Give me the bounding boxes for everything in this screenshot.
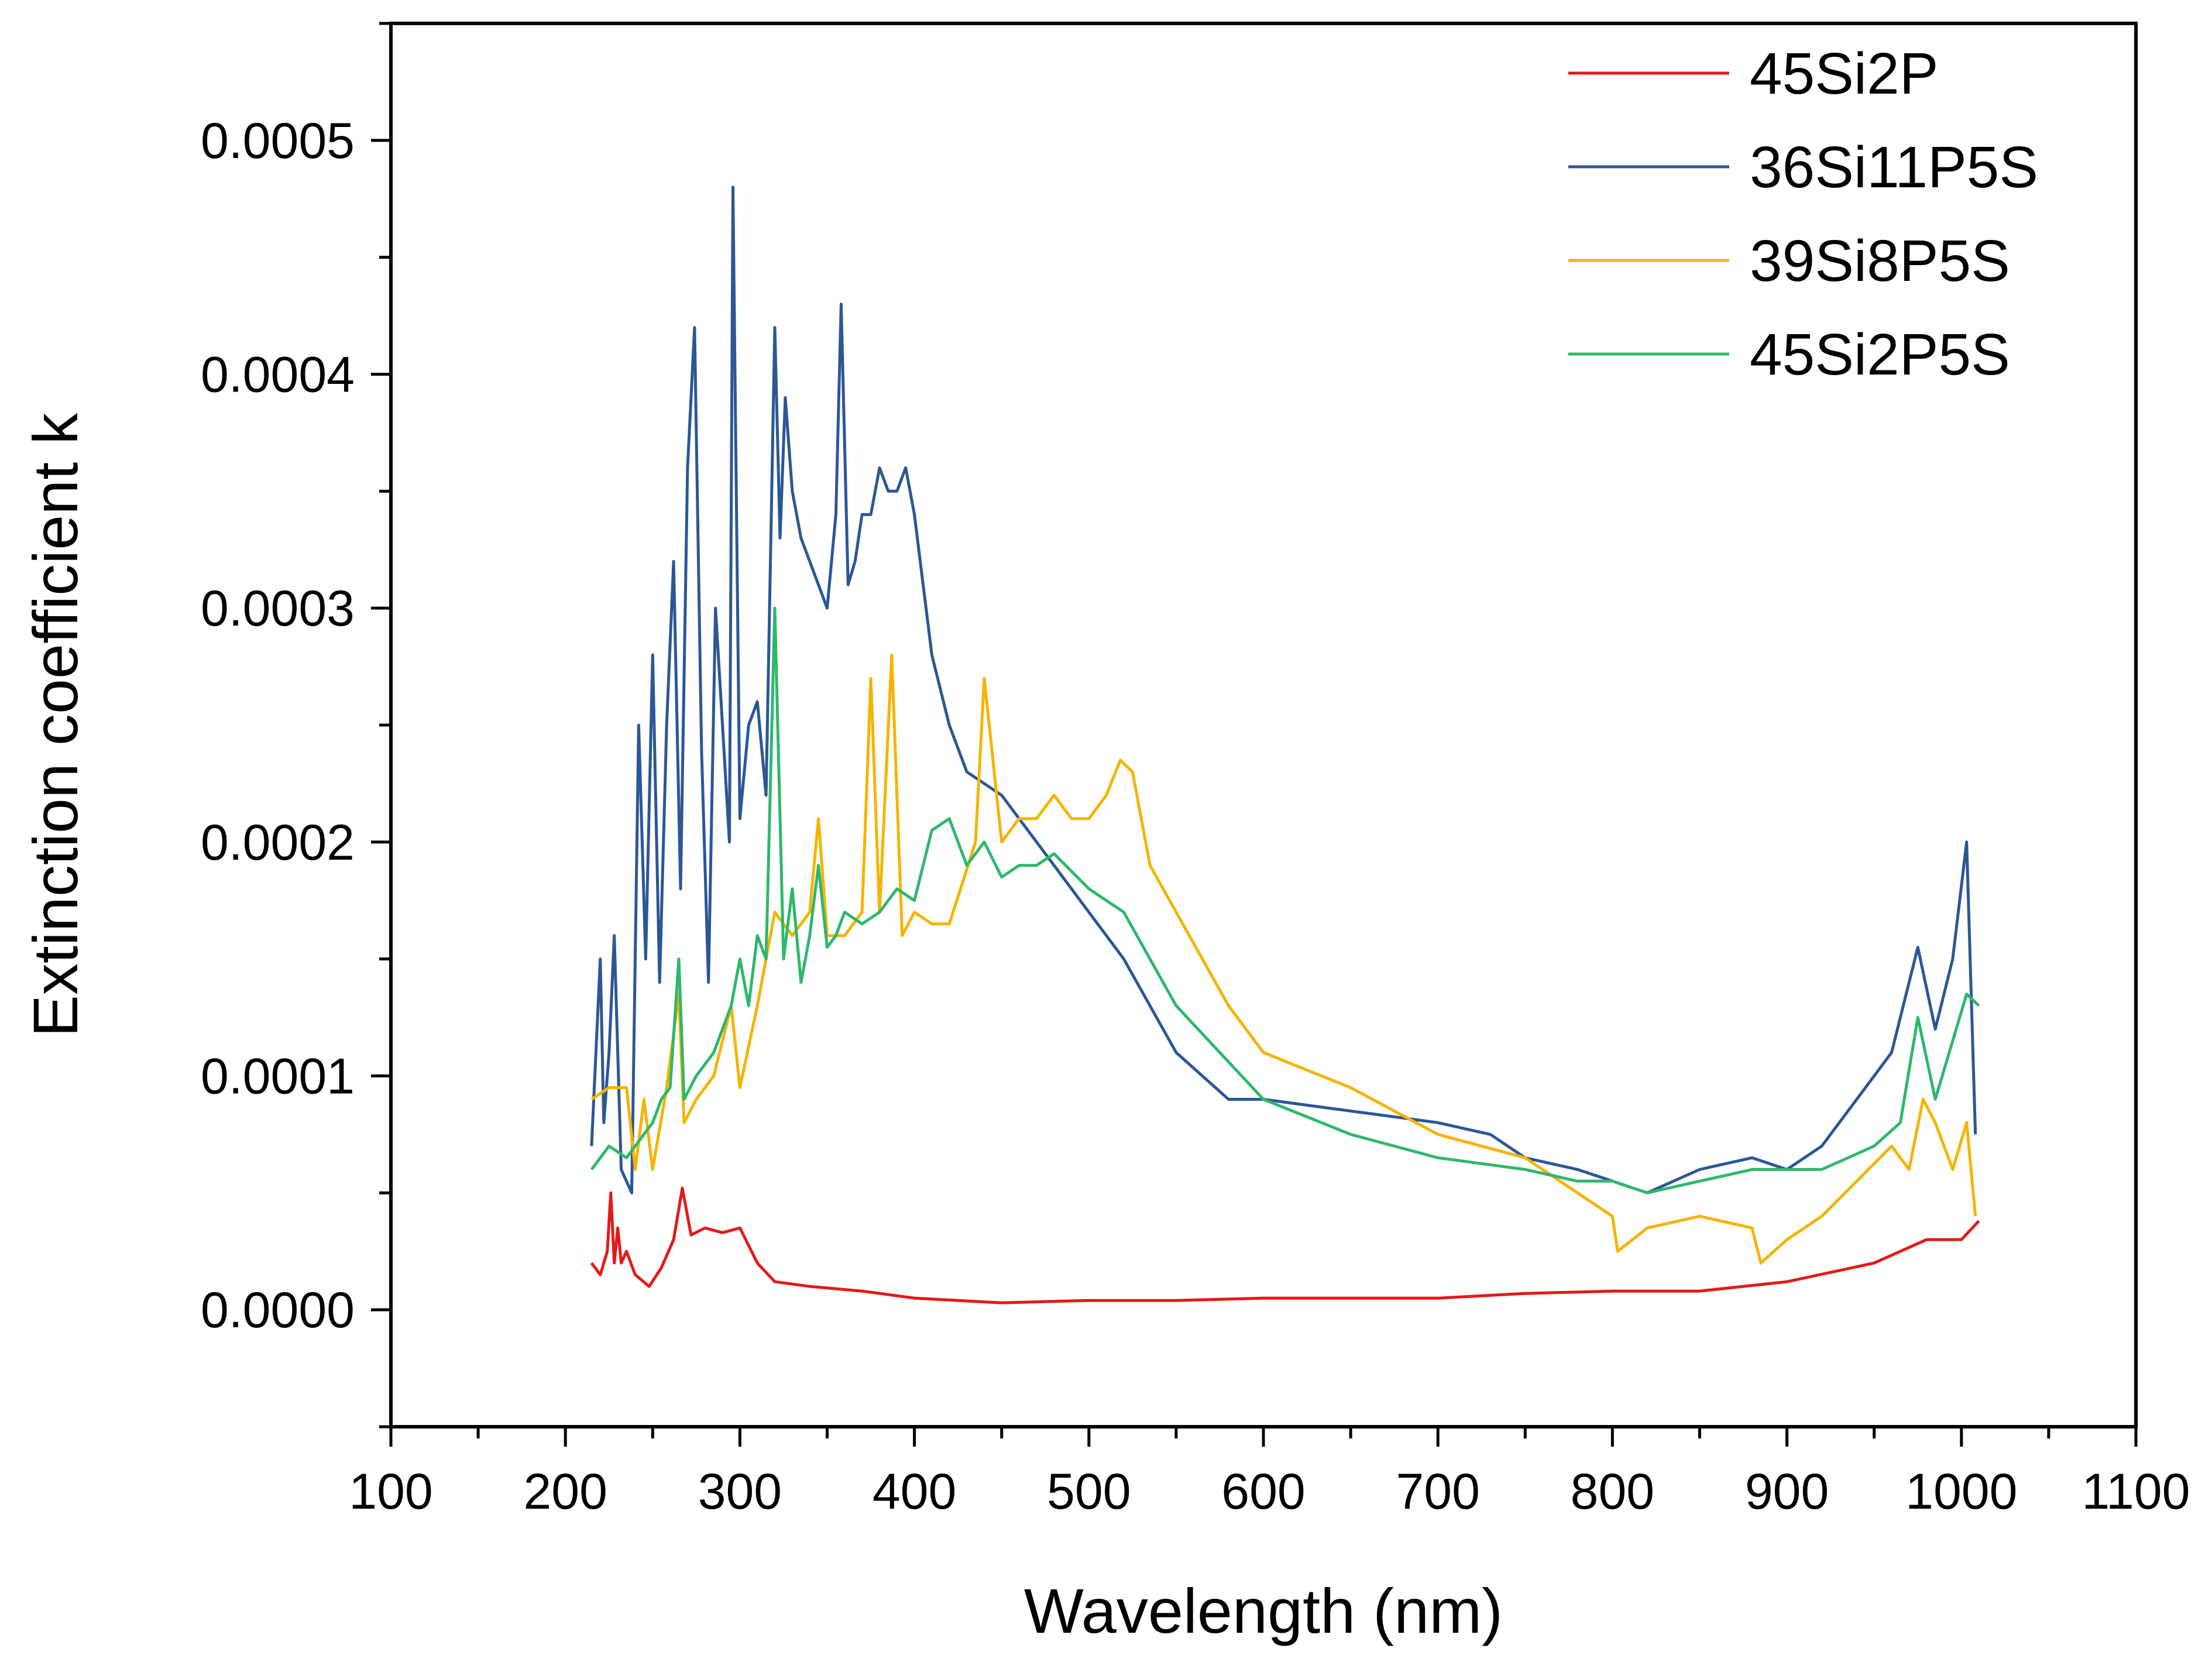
x-axis: 100 200 300 400 500 600 700 800 900 1000 1100: [349, 1427, 2190, 1520]
x-tick-label: 200: [523, 1464, 607, 1520]
x-tick-label: 800: [1571, 1464, 1655, 1520]
x-tick-label: 400: [873, 1464, 957, 1520]
series-layer: [590, 186, 1980, 1304]
x-tick-label: 500: [1047, 1464, 1131, 1520]
series-line-45si2p5s: [590, 606, 1980, 1194]
y-tick-label: 0.0001: [201, 1049, 355, 1105]
legend-label-39si8p5s: 39Si8P5S: [1750, 228, 2010, 294]
y-tick-label: 0.0005: [201, 113, 355, 169]
legend: 45Si2P 36Si11P5S 39Si8P5S 45Si2P5S: [1568, 41, 2038, 387]
x-tick-label: 600: [1221, 1464, 1306, 1520]
x-tick-label: 300: [698, 1464, 782, 1520]
x-tick-label: 1000: [1905, 1464, 2017, 1520]
legend-label-45si2p5s: 45Si2P5S: [1750, 322, 2010, 387]
x-tick-label: 100: [349, 1464, 433, 1520]
y-tick-label: 0.0003: [201, 581, 355, 637]
x-tick-label: 1100: [2082, 1464, 2190, 1520]
y-tick-label: 0.0002: [201, 815, 355, 871]
y-tick-label: 0.0000: [201, 1282, 355, 1338]
y-axis-title: Extinction coefficient k: [20, 413, 91, 1038]
x-axis-title: Wavelength (nm): [1024, 1575, 1503, 1646]
y-axis: 0.0000 0.0001 0.0002 0.0003 0.0004 0.0005: [201, 22, 391, 1429]
series-line-39si8p5s: [590, 653, 1977, 1265]
x-tick-label: 900: [1745, 1464, 1829, 1520]
x-tick-label: 700: [1396, 1464, 1480, 1520]
legend-label-45si2p: 45Si2P: [1750, 41, 1938, 107]
legend-label-36si11p5s: 36Si11P5S: [1750, 135, 2038, 200]
y-tick-label: 0.0004: [201, 347, 355, 403]
series-line-45si2p: [590, 1186, 1980, 1304]
